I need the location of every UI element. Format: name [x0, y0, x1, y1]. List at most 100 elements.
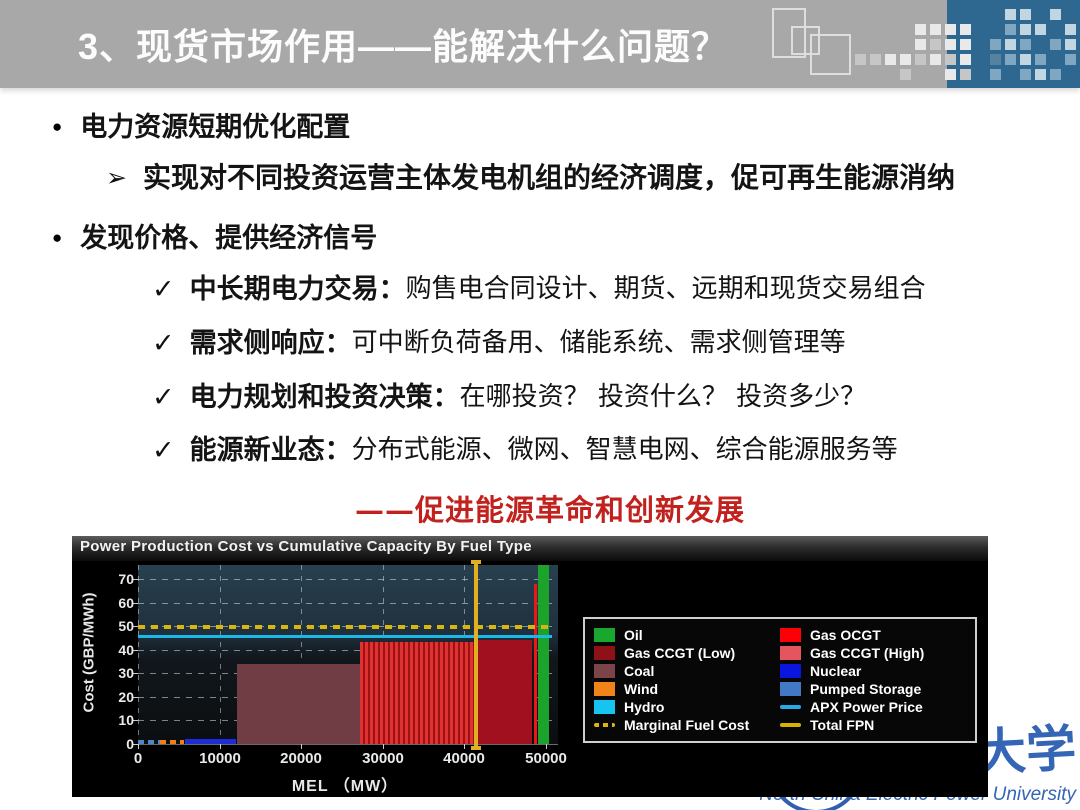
x-tick-mark [383, 744, 384, 749]
check-lead: 需求侧响应： [189, 328, 352, 358]
x-tick-label: 20000 [280, 750, 322, 767]
bar-pumped-storage [138, 740, 160, 744]
legend-swatch-gas-ocgt [780, 627, 801, 642]
x-axis-label: MEL （MW） [291, 778, 399, 795]
mosaic-cell [1005, 39, 1016, 50]
deco-square-icon [810, 34, 851, 75]
y-tick-label: 60 [118, 595, 134, 611]
hline-marginal-fuel-cost [138, 625, 552, 629]
check-icon: ✓ [152, 274, 175, 304]
legend-item: APX Power Price [780, 699, 966, 716]
x-tick-label: 50000 [525, 750, 567, 767]
bullet-dot-icon: ● [52, 228, 63, 247]
chart-title-bar: Power Production Cost vs Cumulative Capa… [72, 536, 988, 562]
y-tick-label: 40 [118, 642, 134, 658]
legend-item: Oil [594, 626, 780, 643]
bar-coal [237, 664, 360, 744]
bullet-label: 发现价格、提供经济信号 [80, 223, 378, 253]
mosaic-cell [915, 39, 926, 50]
check-lead: 能源新业态： [189, 435, 352, 465]
mosaic-cell [900, 69, 911, 80]
mosaic-cell [960, 69, 971, 80]
sub-bullet-item: ➢ 实现对不同投资运营主体发电机组的经济调度，促可再生能源消纳 [106, 160, 955, 196]
title-bar: 3、现货市场作用——能解决什么问题？ [0, 0, 1080, 88]
mosaic-cell [1050, 9, 1061, 20]
check-rest: 可中断负荷备用、储能系统、需求侧管理等 [351, 328, 846, 358]
y-tick-mark [133, 697, 138, 698]
check-lead: 电力规划和投资决策： [189, 382, 460, 412]
y-tick-mark [133, 673, 138, 674]
legend-swatch-hydro [594, 700, 615, 715]
x-tick-mark [301, 744, 302, 749]
slide-title: 3、现货市场作用——能解决什么问题？ [78, 26, 729, 67]
legend-item: Pumped Storage [780, 681, 966, 698]
mosaic-cell [855, 54, 866, 65]
mosaic-cell [1065, 39, 1076, 50]
mosaic-cell [1020, 54, 1031, 65]
mosaic-cell [945, 69, 956, 80]
bullet-item: ● 发现价格、提供经济信号 [52, 221, 377, 255]
sub-bullet-label: 实现对不同投资运营主体发电机组的经济调度，促可再生能源消纳 [142, 162, 955, 193]
legend-item: Gas OCGT [780, 626, 966, 643]
mosaic-cell [1005, 9, 1016, 20]
legend-item: Gas CCGT (Low) [594, 644, 780, 661]
legend-label: Marginal Fuel Cost [624, 717, 750, 734]
legend-item: Total FPN [780, 717, 966, 734]
mosaic-cell [930, 24, 941, 35]
mosaic-cell [930, 54, 941, 65]
mosaic-cell [960, 39, 971, 50]
arrow-bullet-icon: ➢ [106, 164, 127, 192]
mosaic-cell [945, 54, 956, 65]
legend-item: Wind [594, 681, 780, 698]
red-emphasis-note: ——促进能源革命和创新发展 [354, 493, 745, 527]
legend-label: Oil [624, 626, 643, 643]
mosaic-cell [945, 39, 956, 50]
y-tick-mark [133, 603, 138, 604]
check-item: ✓ 电力规划和投资决策： 在哪投资？ 投资什么？ 投资多少？ [152, 380, 866, 414]
x-tick-mark [220, 744, 221, 749]
legend-column: Oil Gas CCGT (Low) Coal Wind Hydro Marginal F… [594, 626, 780, 734]
legend-item: Gas CCGT (High) [780, 644, 966, 661]
y-tick-label: 20 [118, 689, 134, 705]
legend-label: Pumped Storage [810, 681, 922, 698]
x-tick-label: 30000 [362, 750, 404, 767]
mosaic-cell [870, 54, 881, 65]
legend-swatch-gas-ccgt-high- [780, 645, 801, 660]
check-rest: 购售电合同设计、期货、远期和现货交易组合 [405, 274, 926, 304]
hline-apx-power-price [138, 635, 552, 638]
check-icon: ✓ [152, 382, 175, 412]
legend-label: Gas CCGT (High) [810, 644, 925, 661]
x-tick-label: 40000 [443, 750, 485, 767]
bar-oil [538, 565, 549, 744]
y-tick-label: 70 [118, 571, 134, 587]
mosaic-cell [1035, 24, 1046, 35]
bar-gas-ocgt [534, 584, 537, 744]
legend-label: Nuclear [810, 662, 862, 679]
mosaic-cell [990, 69, 1001, 80]
x-axis-line [138, 744, 558, 745]
gridline-y [138, 603, 558, 604]
legend-item: Marginal Fuel Cost [594, 717, 780, 734]
vline-total-fpn [474, 562, 478, 747]
chart-title: Power Production Cost vs Cumulative Capa… [80, 538, 532, 555]
bar-wind [160, 740, 184, 744]
mosaic-cell [1020, 69, 1031, 80]
y-tick-label: 30 [118, 665, 134, 681]
legend-swatch-wind [594, 682, 615, 697]
mosaic-cell [945, 24, 956, 35]
check-icon: ✓ [152, 435, 175, 465]
check-item: ✓ 能源新业态： 分布式能源、微网、智慧电网、综合能源服务等 [152, 433, 898, 467]
mosaic-cell [1020, 39, 1031, 50]
y-tick-label: 50 [118, 618, 134, 634]
gridline-x [301, 565, 302, 744]
y-axis-label: Cost (GBP/MWh) [80, 592, 98, 713]
bar-gas-ccgt-low [476, 640, 532, 744]
legend-item: Hydro [594, 699, 780, 716]
legend-swatch-pumped-storage [780, 682, 801, 697]
mosaic-cell [960, 54, 971, 65]
legend-swatch-oil [594, 627, 615, 642]
gridline-x [138, 565, 139, 744]
mosaic-cell [1035, 69, 1046, 80]
merit-order-chart: Power Production Cost vs Cumulative Capa… [72, 536, 988, 797]
legend-swatch-marginal-fuel-cost [594, 723, 615, 728]
